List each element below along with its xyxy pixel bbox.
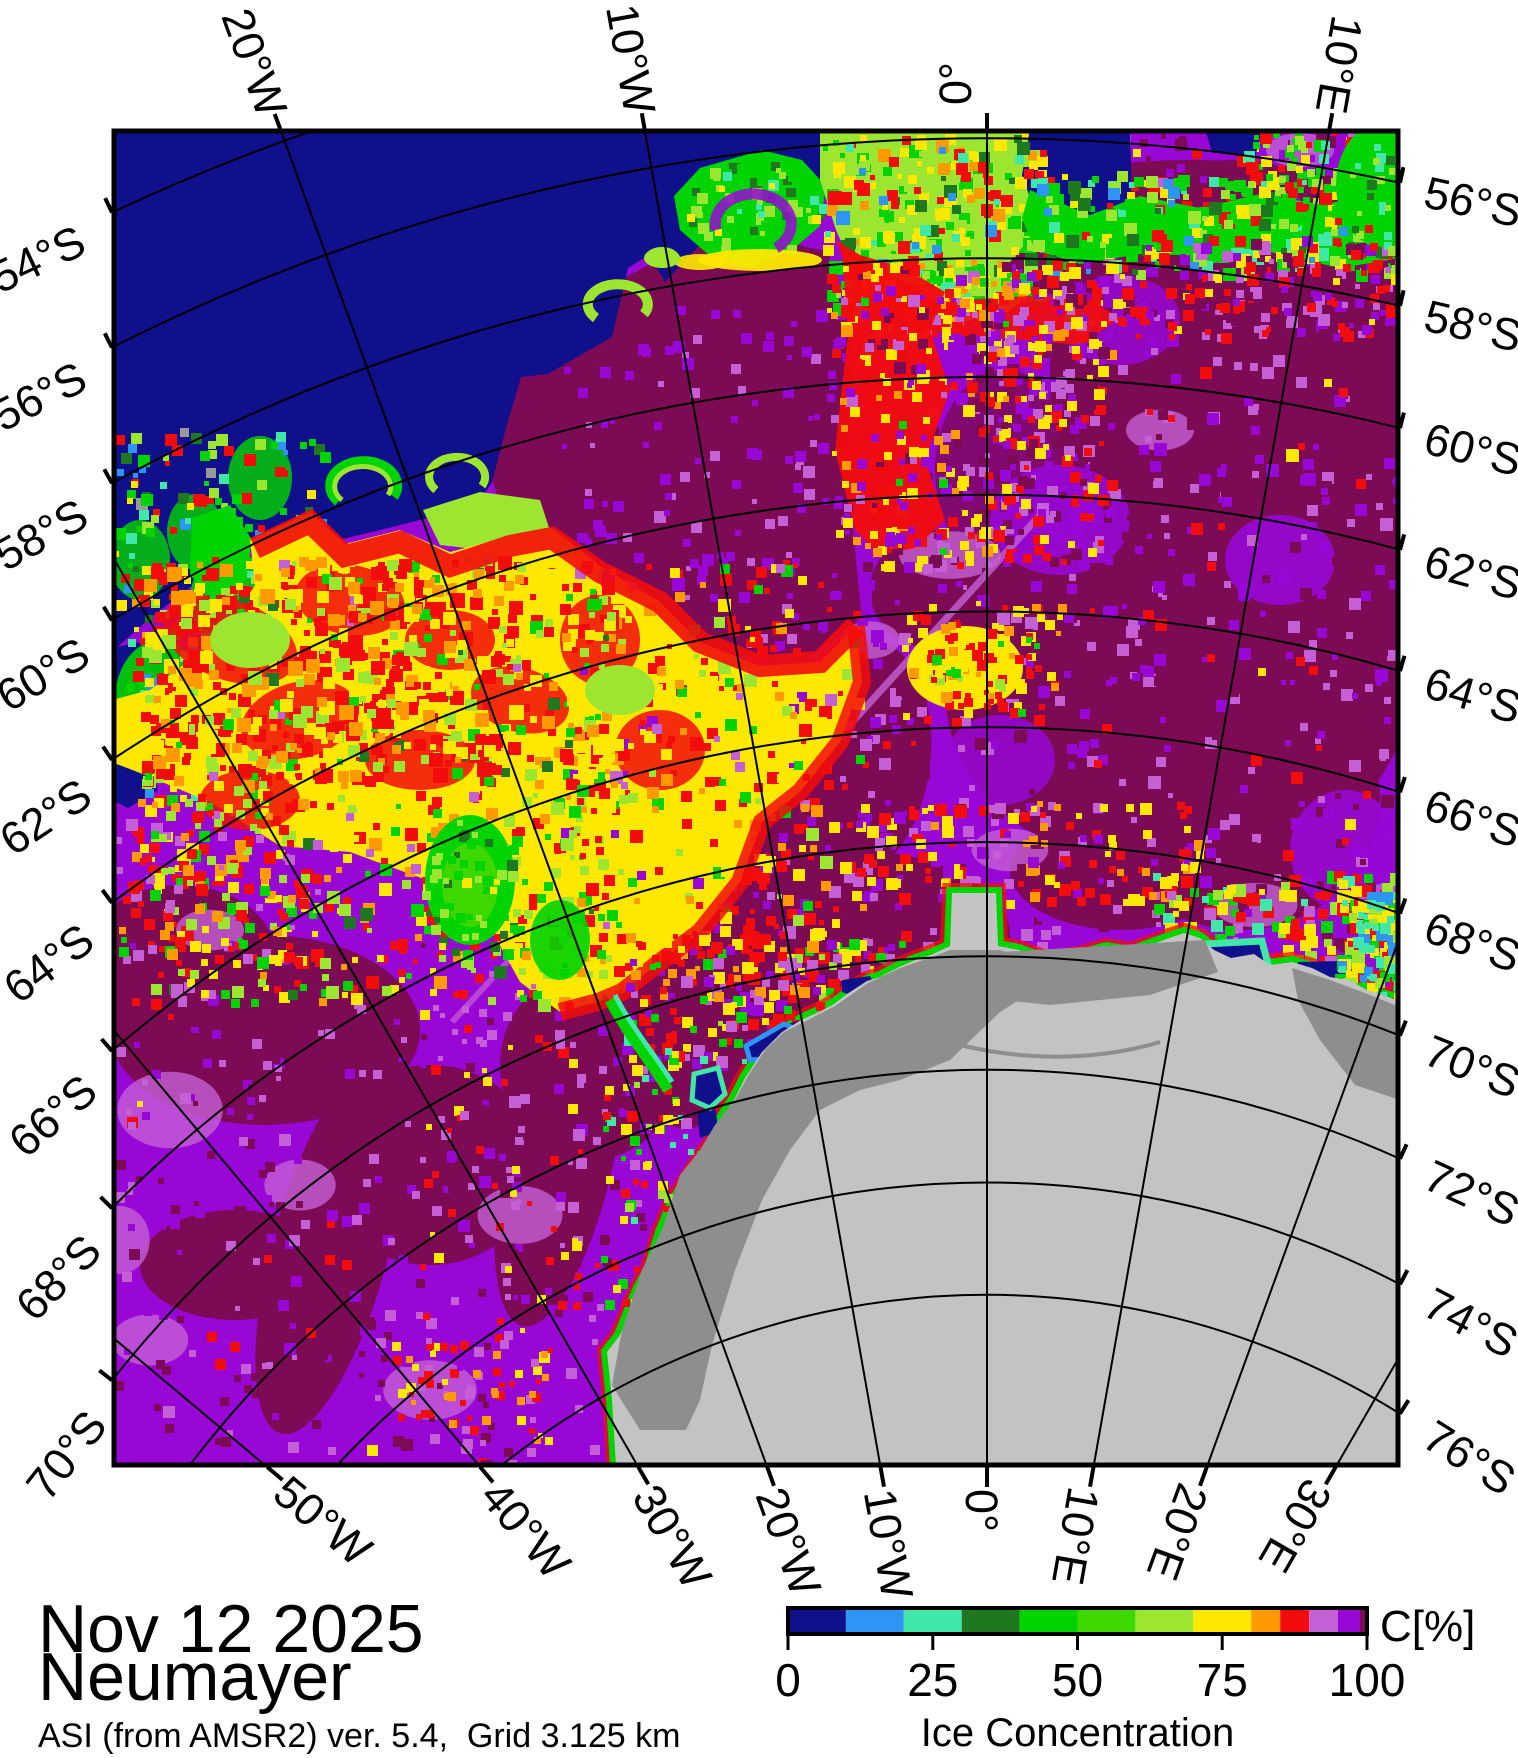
svg-text:Ice Concentration: Ice Concentration	[921, 1711, 1235, 1755]
svg-text:75: 75	[1197, 1654, 1248, 1706]
svg-text:ASI (from AMSR2) ver. 5.4, Gr: ASI (from AMSR2) ver. 5.4, Grid 3.125 km	[38, 1717, 680, 1755]
svg-text:0°: 0°	[956, 1489, 1007, 1532]
svg-text:100: 100	[1329, 1654, 1406, 1706]
svg-text:0: 0	[775, 1654, 801, 1706]
svg-text:0°: 0°	[930, 62, 981, 105]
svg-text:Nov 12 2025: Nov 12 2025	[38, 1591, 424, 1667]
svg-text:C[%]: C[%]	[1380, 1602, 1475, 1651]
svg-text:50: 50	[1052, 1654, 1103, 1706]
svg-text:Neumayer: Neumayer	[38, 1639, 352, 1715]
svg-text:25: 25	[907, 1654, 958, 1706]
